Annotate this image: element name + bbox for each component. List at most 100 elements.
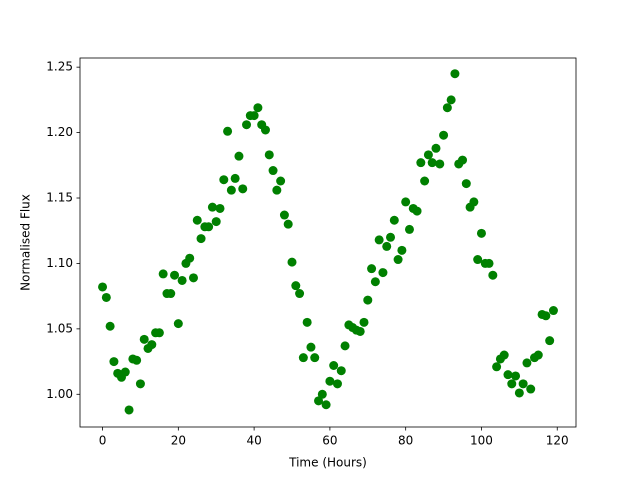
x-tick-label: 20 (171, 434, 186, 448)
y-tick-label: 1.10 (46, 256, 73, 270)
y-tick-label: 1.00 (46, 387, 73, 401)
point (420, 176, 430, 186)
point (177, 275, 187, 285)
point (492, 362, 502, 372)
point (416, 158, 426, 168)
point (170, 270, 180, 280)
point (325, 376, 335, 386)
point (431, 143, 441, 153)
point (511, 371, 521, 381)
point (158, 269, 168, 279)
point (226, 185, 236, 195)
point (507, 379, 517, 389)
point (101, 292, 111, 302)
x-tick-label: 100 (470, 434, 493, 448)
point (272, 185, 282, 195)
y-tick-label: 1.20 (46, 125, 73, 139)
point (302, 317, 312, 327)
point (439, 130, 449, 140)
point (317, 389, 327, 399)
point (253, 103, 263, 113)
point (458, 155, 468, 165)
point (249, 111, 259, 121)
plot-frame (79, 57, 577, 428)
point (132, 355, 142, 365)
point (139, 334, 149, 344)
point (401, 197, 411, 207)
point (185, 253, 195, 263)
point (283, 219, 293, 229)
point (196, 234, 206, 244)
y-tick-label: 1.15 (46, 191, 73, 205)
point (469, 197, 479, 207)
point (109, 357, 119, 367)
point (389, 215, 399, 225)
y-tick-label: 1.05 (46, 321, 73, 335)
point (321, 400, 331, 410)
point (230, 173, 240, 183)
point (124, 405, 134, 415)
point (332, 379, 342, 389)
point (363, 295, 373, 305)
point (370, 277, 380, 287)
point (295, 289, 305, 299)
point (442, 103, 452, 113)
y-tick-label: 1.25 (46, 60, 73, 74)
point (382, 241, 392, 251)
point (207, 202, 217, 212)
point (260, 125, 270, 135)
point (427, 158, 437, 168)
point (374, 235, 384, 245)
point (514, 388, 524, 398)
x-tick-label: 60 (322, 434, 337, 448)
point (98, 282, 108, 292)
point (264, 150, 274, 160)
point (404, 224, 414, 234)
point (329, 361, 339, 370)
point (446, 95, 456, 105)
point (276, 176, 286, 186)
point (192, 215, 202, 225)
point (268, 166, 278, 176)
point (238, 184, 248, 194)
point (548, 306, 558, 316)
point (518, 379, 528, 389)
point (242, 120, 252, 130)
x-tick-label: 0 (99, 434, 107, 448)
point (541, 311, 551, 321)
point (423, 150, 433, 160)
point (154, 328, 164, 338)
point (336, 366, 346, 376)
point (211, 217, 221, 227)
point (435, 159, 445, 169)
x-tick-label: 80 (398, 434, 413, 448)
point (279, 210, 289, 220)
point (526, 384, 536, 394)
point (105, 321, 115, 331)
point (359, 317, 369, 327)
point (450, 69, 460, 79)
point (355, 326, 365, 336)
x-tick-label: 40 (246, 434, 261, 448)
point (499, 350, 509, 360)
point (291, 281, 301, 291)
point (461, 179, 471, 189)
x-axis-label: Time (Hours) (288, 456, 367, 470)
point (188, 273, 198, 283)
point (473, 255, 483, 265)
point (306, 342, 316, 352)
point (314, 396, 324, 406)
point (397, 245, 407, 255)
point (503, 370, 513, 380)
point (488, 270, 498, 280)
x-tick-label: 120 (546, 434, 569, 448)
point (412, 206, 422, 216)
point (367, 264, 377, 274)
point (135, 379, 145, 389)
point (223, 126, 233, 136)
point (120, 367, 130, 377)
point (287, 257, 297, 267)
point (298, 353, 308, 363)
